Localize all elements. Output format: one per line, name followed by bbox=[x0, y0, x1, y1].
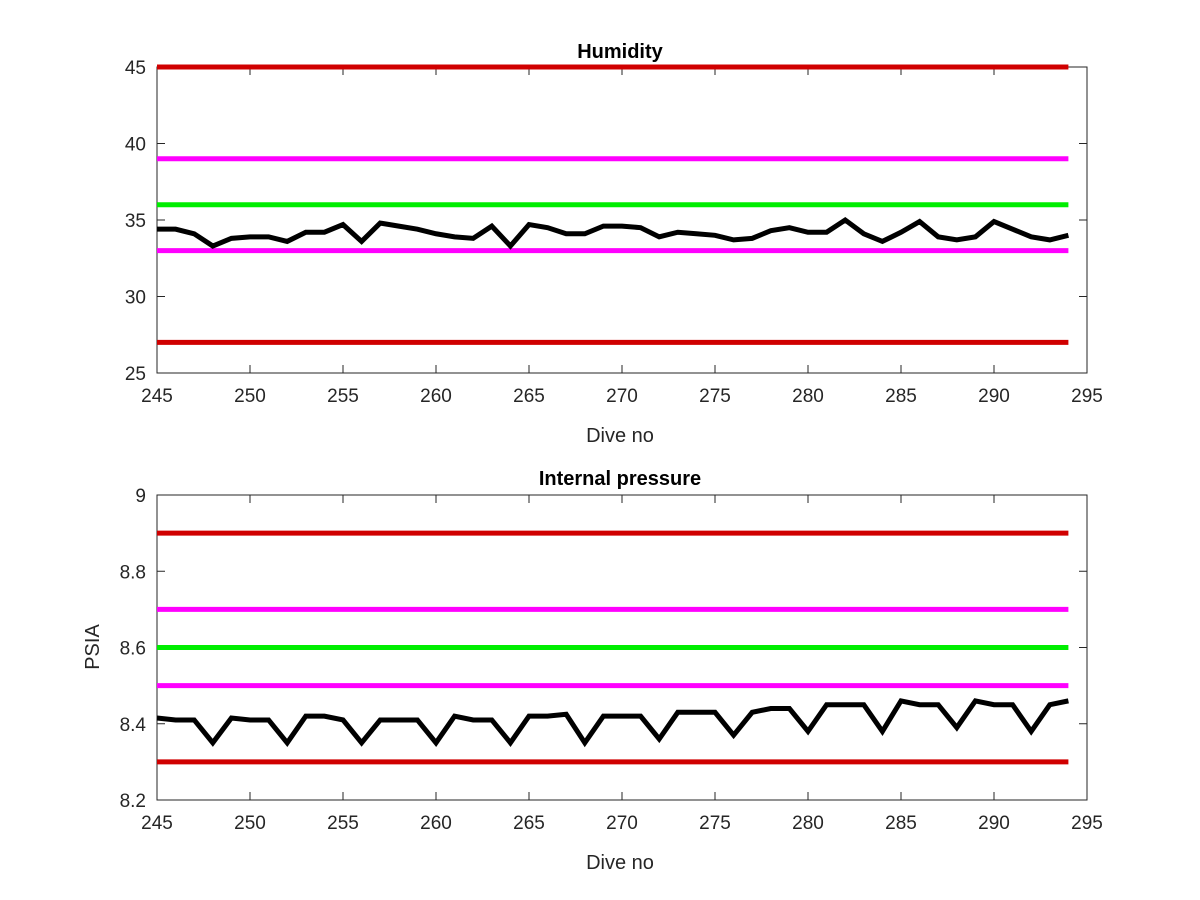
humidity-y-tick-label: 25 bbox=[125, 364, 146, 385]
pressure-chart-title: Internal pressure bbox=[539, 468, 701, 490]
humidity-axes-box bbox=[156, 66, 1088, 374]
humidity-series-line bbox=[157, 216, 1069, 250]
pressure-x-tick-label: 275 bbox=[699, 813, 731, 834]
humidity-chart-title: Humidity bbox=[577, 41, 663, 63]
pressure-x-tick-label: 260 bbox=[420, 813, 452, 834]
humidity-x-tick-label: 290 bbox=[978, 386, 1010, 407]
pressure-x-tick-label: 265 bbox=[513, 813, 545, 834]
humidity-y-tick-label: 35 bbox=[125, 211, 146, 232]
pressure-y-tick-label: 8.8 bbox=[120, 562, 146, 583]
humidity-plot-area: 245 250 255 260 265 270 275 280 285 290 295 25 30 35 4… bbox=[125, 58, 1103, 407]
pressure-y-tick-label: 8.6 bbox=[120, 639, 146, 660]
pressure-x-tick-label: 245 bbox=[141, 813, 173, 834]
humidity-x-tick-label: 295 bbox=[1071, 386, 1103, 407]
pressure-series-line bbox=[156, 698, 1069, 748]
humidity-x-tick-label: 255 bbox=[327, 386, 359, 407]
pressure-plot-area: 245 250 255 260 265 270 275 280 285 290 295 8.2 8.4 8… bbox=[120, 486, 1103, 834]
pressure-x-tick-label: 270 bbox=[606, 813, 638, 834]
humidity-x-tick-label: 265 bbox=[513, 386, 545, 407]
pressure-x-tick-label: 280 bbox=[792, 813, 824, 834]
pressure-y-tick-label: 8.4 bbox=[120, 715, 147, 736]
humidity-x-axis-label: Dive no bbox=[586, 425, 654, 447]
humidity-x-tick-label: 275 bbox=[699, 386, 731, 407]
humidity-x-tick-label: 270 bbox=[606, 386, 638, 407]
humidity-chart: Humidity 245 250 255 260 265 270 275 280 285 290 2… bbox=[125, 41, 1103, 447]
pressure-x-tick-label: 250 bbox=[234, 813, 266, 834]
pressure-x-tick-label: 290 bbox=[978, 813, 1010, 834]
humidity-y-tick-label: 30 bbox=[125, 288, 146, 309]
pressure-x-tick-label: 285 bbox=[885, 813, 917, 834]
pressure-chart: Internal pressure 245 250 255 260 265 270 275 2… bbox=[82, 468, 1103, 874]
pressure-y-axis-label: PSIA bbox=[82, 624, 104, 670]
humidity-x-tick-label: 280 bbox=[792, 386, 824, 407]
humidity-x-tick-label: 250 bbox=[234, 386, 266, 407]
pressure-x-tick-label: 255 bbox=[327, 813, 359, 834]
humidity-x-tick-label: 285 bbox=[885, 386, 917, 407]
pressure-x-axis-label: Dive no bbox=[586, 852, 654, 874]
humidity-y-tick-label: 40 bbox=[125, 135, 146, 156]
humidity-x-tick-label: 245 bbox=[141, 386, 173, 407]
humidity-x-tick-label: 260 bbox=[420, 386, 452, 407]
pressure-x-tick-label: 295 bbox=[1071, 813, 1103, 834]
pressure-y-tick-label: 8.2 bbox=[120, 791, 146, 812]
humidity-y-tick-label: 45 bbox=[125, 58, 146, 79]
pressure-y-tick-label: 9 bbox=[135, 486, 146, 507]
